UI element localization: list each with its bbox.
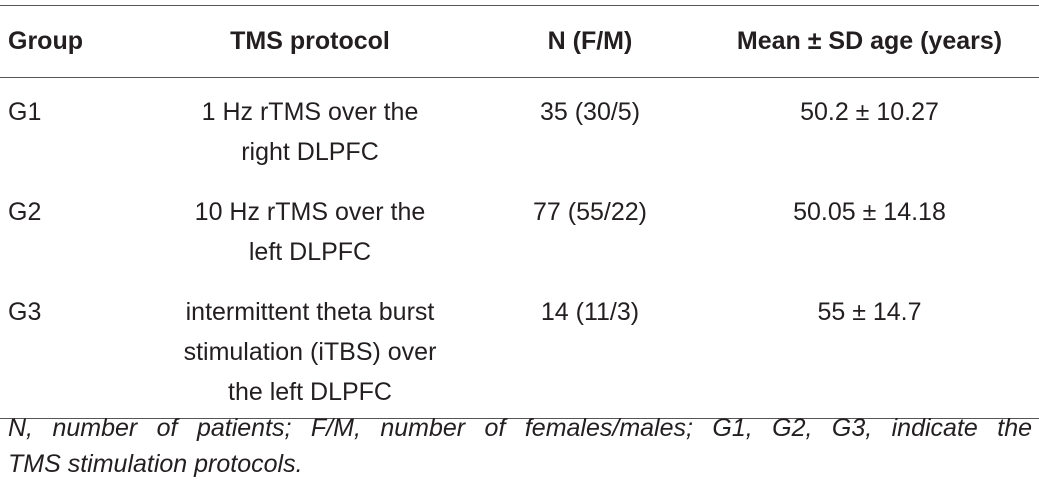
- data-table: Group TMS protocol N (F/M) Mean ± SD age (y…: [0, 5, 1039, 419]
- header-cell: Group: [0, 5, 140, 78]
- header-cell: TMS protocol: [140, 5, 480, 78]
- table-cell: 1 Hz rTMS over the right DLPFC: [140, 78, 480, 179]
- table-cell: 10 Hz rTMS over the left DLPFC: [140, 178, 480, 278]
- cell-line: 10 Hz rTMS over the: [194, 198, 426, 226]
- table-cell: G3: [0, 278, 140, 419]
- table-cell: intermittent theta burst stimulation (iTB…: [140, 278, 480, 419]
- table-cell: 77 (55/22): [533, 198, 647, 226]
- header-cell: N (F/M): [480, 5, 700, 78]
- footnote-line: N, number of patients; F/M, number of fe…: [8, 414, 1032, 442]
- cell-line: left DLPFC: [248, 238, 372, 266]
- cell-line: 1 Hz rTMS over the: [201, 98, 419, 126]
- header-cell: Mean ± SD age (years): [700, 5, 1039, 78]
- table-cell: 50.2 ± 10.27: [800, 98, 939, 126]
- table-row: G1 1 Hz rTMS over the right DLPFC 35 (30/5)…: [0, 78, 1039, 179]
- cell-line: intermittent theta burst: [185, 298, 435, 326]
- table-cell: 50.05 ± 14.18: [793, 198, 946, 226]
- footnote: N, number of patients; F/M, number of fe…: [8, 410, 1032, 482]
- table-body: G1 1 Hz rTMS over the right DLPFC 35 (30/5)…: [0, 78, 1039, 419]
- footnote-line: TMS stimulation protocols.: [8, 450, 303, 478]
- table-row: G2 10 Hz rTMS over the left DLPFC 77 (55/22…: [0, 178, 1039, 278]
- table-cell: 55 ± 14.7: [700, 278, 1039, 419]
- cell-line: the left DLPFC: [228, 378, 392, 406]
- cell-line: stimulation (iTBS) over: [183, 338, 437, 366]
- table-row: G3 intermittent theta burst stimulation (i…: [0, 278, 1039, 419]
- table-cell: 35 (30/5): [539, 98, 641, 126]
- table-cell: 14 (11/3): [480, 278, 700, 419]
- header-row: Group TMS protocol N (F/M) Mean ± SD age (y…: [0, 5, 1039, 78]
- table-cell: G1: [8, 98, 42, 126]
- cell-line: right DLPFC: [241, 138, 379, 166]
- table-cell: G2: [8, 198, 42, 226]
